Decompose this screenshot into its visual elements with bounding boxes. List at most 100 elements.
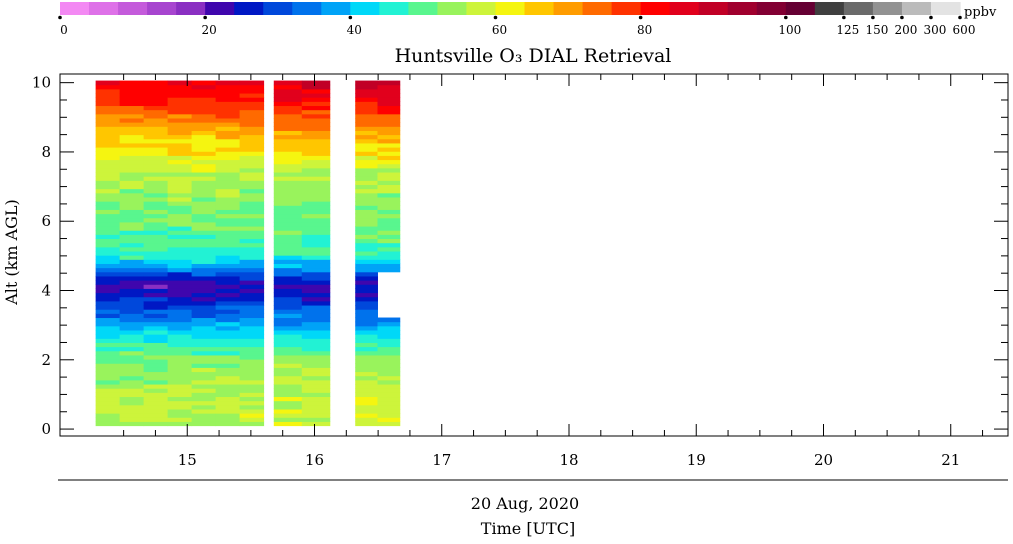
heatmap-cell: [239, 371, 265, 377]
heatmap-cell: [215, 172, 241, 177]
heatmap-cell: [273, 275, 303, 281]
heatmap-cell: [143, 367, 169, 373]
colorbar-swatch: [379, 2, 409, 15]
heatmap-cell: [95, 147, 121, 152]
heatmap-cell: [377, 417, 401, 422]
heatmap-cell: [167, 201, 193, 206]
heatmap-cell: [215, 292, 241, 298]
heatmap-cell: [355, 105, 378, 111]
heatmap-cell: [143, 196, 169, 202]
heatmap-cell: [167, 284, 193, 289]
heatmap-cell: [239, 251, 265, 256]
heatmap-cell: [95, 217, 121, 223]
heatmap-cell: [301, 263, 331, 269]
heatmap-cell: [301, 172, 331, 177]
heatmap-cell: [95, 101, 121, 107]
heatmap-cell: [355, 305, 378, 310]
heatmap-cell: [355, 84, 378, 90]
heatmap-cell: [239, 325, 265, 331]
heatmap-cell: [239, 88, 265, 94]
heatmap-cell: [191, 184, 217, 190]
heatmap-cell: [167, 159, 193, 165]
heatmap-cell: [215, 363, 241, 368]
heatmap-cell: [377, 329, 401, 335]
heatmap-cell: [273, 122, 303, 127]
heatmap-cell: [143, 242, 169, 248]
heatmap-cell: [273, 93, 303, 98]
heatmap-cell: [355, 147, 378, 152]
heatmap-cell: [167, 109, 193, 115]
heatmap-cell: [301, 371, 331, 377]
heatmap-cell: [301, 325, 331, 331]
heatmap-cell: [273, 251, 303, 256]
heatmap-cell: [119, 375, 145, 381]
heatmap-cell: [167, 192, 193, 198]
heatmap-cell: [239, 350, 265, 356]
heatmap-cell: [143, 117, 169, 123]
heatmap-cell: [143, 221, 169, 227]
heatmap-cell: [377, 147, 401, 152]
heatmap-cell: [215, 259, 241, 264]
heatmap-cell: [273, 134, 303, 140]
heatmap-cell: [119, 255, 145, 260]
heatmap-cell: [119, 147, 145, 152]
heatmap-cell: [355, 196, 378, 202]
colorbar-tick: [784, 15, 788, 20]
heatmap-cell: [167, 230, 193, 235]
heatmap-cell: [239, 97, 265, 102]
colorbar-tick: [929, 15, 933, 20]
heatmap-cell: [167, 184, 193, 190]
heatmap-cell: [273, 196, 303, 202]
heatmap-cell: [273, 213, 303, 219]
x-axis-label: Time [UTC]: [481, 519, 575, 538]
heatmap-cell: [301, 230, 331, 235]
heatmap-cell: [119, 142, 145, 148]
heatmap-cell: [95, 263, 121, 269]
heatmap-cell: [143, 325, 169, 331]
heatmap-cell: [239, 275, 265, 281]
heatmap-cell: [239, 122, 265, 127]
heatmap-cell: [301, 354, 331, 360]
heatmap-cell: [167, 313, 193, 319]
heatmap-cell: [167, 417, 193, 422]
heatmap-cell: [355, 221, 378, 227]
heatmap-cell: [377, 375, 401, 381]
heatmap-cell: [95, 421, 121, 427]
heatmap-cell: [239, 392, 265, 398]
heatmap-cell: [119, 105, 145, 111]
heatmap-cell: [301, 251, 331, 256]
heatmap-cell: [355, 134, 378, 140]
heatmap-cell: [167, 354, 193, 360]
heatmap-cell: [355, 421, 378, 427]
heatmap-cell: [143, 147, 169, 152]
heatmap-cell: [273, 309, 303, 314]
heatmap-cell: [301, 113, 331, 119]
heatmap-cell: [119, 213, 145, 219]
heatmap-cell: [119, 321, 145, 327]
heatmap-cell: [273, 217, 303, 223]
heatmap-cell: [191, 147, 217, 152]
heatmap-cell: [239, 80, 265, 86]
heatmap-cell: [239, 296, 265, 302]
heatmap-cell: [301, 134, 331, 140]
heatmap-cell: [191, 180, 217, 186]
heatmap-cell: [239, 84, 265, 90]
heatmap-cell: [95, 151, 121, 156]
heatmap-cell: [239, 375, 265, 381]
heatmap-cell: [301, 97, 331, 102]
heatmap-cell: [167, 84, 193, 90]
heatmap-cell: [215, 205, 241, 210]
heatmap-cell: [273, 404, 303, 410]
heatmap-cell: [273, 396, 303, 402]
heatmap-cell: [167, 134, 193, 140]
heatmap-cell: [377, 138, 401, 144]
heatmap-cell: [239, 396, 265, 402]
heatmap-cell: [95, 242, 121, 248]
heatmap-cell: [215, 296, 241, 302]
heatmap-cell: [377, 80, 401, 86]
heatmap-cell: [355, 101, 378, 107]
heatmap-cell: [119, 400, 145, 406]
heatmap-cell: [143, 217, 169, 223]
heatmap-cell: [355, 321, 378, 327]
